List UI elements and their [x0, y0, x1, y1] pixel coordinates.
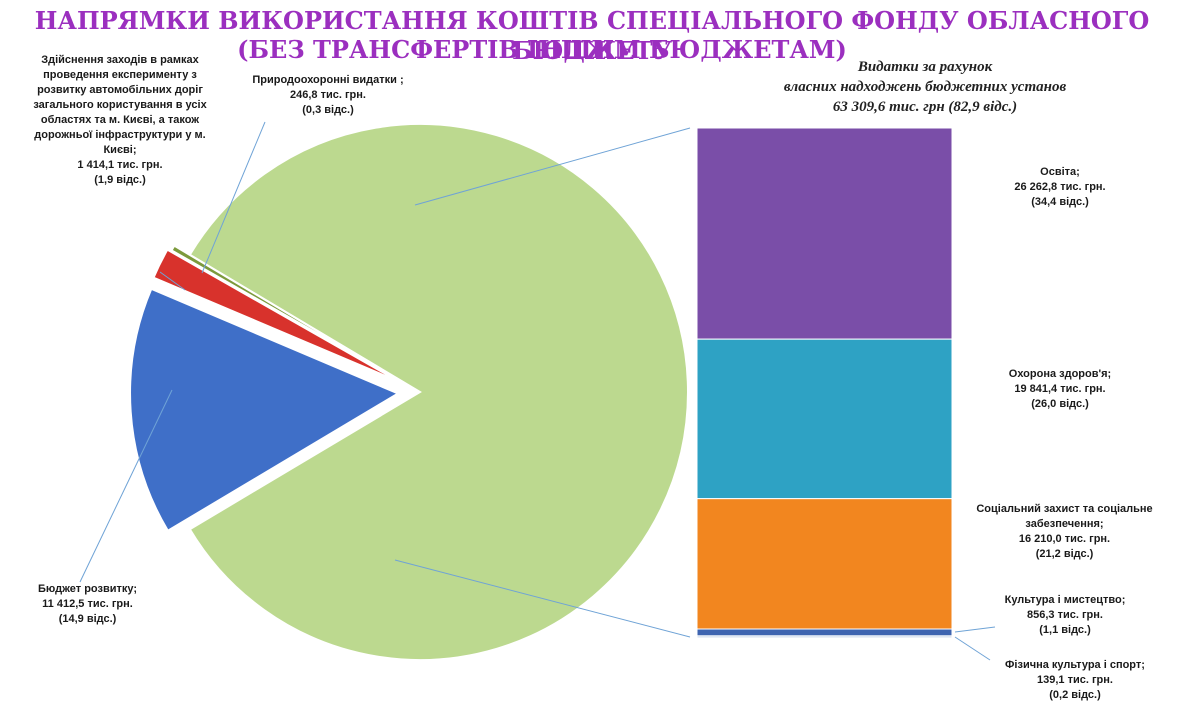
label-line: загального користування в усіх	[33, 99, 207, 111]
bar-segment-sport	[696, 635, 953, 639]
chart-title-line-1: НАПРЯМКИ ВИКОРИСТАННЯ КОШТІВ СПЕЦІАЛЬНОГ…	[34, 6, 1150, 65]
label-line: забезпечення;	[1025, 518, 1104, 530]
bar-subtitle-line-3: 63 309,6 тис. грн (82,9 відс.)	[832, 99, 1018, 115]
bar-segment-education	[696, 127, 953, 340]
label-line: 139,1 тис. грн.	[1037, 674, 1113, 686]
label-line: (0,3 відс.)	[302, 104, 354, 116]
bar-label-education: Освіта; 26 262,8 тис. грн. (34,4 відс.)	[975, 165, 1145, 210]
pie-slice-own_revenue	[188, 123, 689, 661]
bar-segment-social	[696, 498, 953, 630]
label-line: 856,3 тис. грн.	[1027, 609, 1103, 621]
bar-label-social: Соціальний захист та соціальне забезпече…	[952, 502, 1177, 562]
label-line: 19 841,4 тис. грн.	[1014, 383, 1106, 395]
label-line: (0,2 відс.)	[1049, 689, 1101, 701]
label-line: (34,4 відс.)	[1031, 196, 1089, 208]
pie-slice-roads	[152, 248, 401, 384]
label-line: (14,9 відс.)	[58, 613, 117, 625]
leader-culture	[954, 626, 996, 633]
label-line: Культура і мистецтво;	[1004, 594, 1126, 606]
pie-label-development: Бюджет розвитку; 11 412,5 тис. грн. (14,…	[0, 582, 175, 627]
bar-label-health: Охорона здоров'я; 19 841,4 тис. грн. (26…	[975, 367, 1145, 412]
leader-development	[79, 389, 173, 583]
connector-bottom	[394, 559, 691, 638]
label-line: (21,2 відс.)	[1035, 548, 1094, 560]
bar-segment-culture	[696, 628, 953, 637]
label-line: областях та м. Києві, а також	[40, 114, 200, 126]
bar-segment-health	[696, 338, 953, 500]
label-line: розвитку автомобільних доріг	[37, 84, 203, 96]
label-line: 1 414,1 тис. грн.	[77, 159, 163, 171]
pie-chart	[129, 123, 689, 661]
bar-subtitle-line-1: Видатки за рахунок	[857, 59, 993, 75]
label-line: 11 412,5 тис. грн.	[42, 598, 133, 610]
pie-label-environment: Природоохоронні видатки ; 246,8 тис. грн…	[228, 73, 428, 118]
leader-sport	[954, 636, 991, 661]
pie-slice-development	[129, 287, 401, 533]
connector-top	[414, 127, 691, 206]
label-line: Києві;	[103, 144, 137, 156]
label-line: (26,0 відс.)	[1031, 398, 1089, 410]
label-line: проведення експерименту з	[43, 69, 197, 81]
label-line: Освіта;	[1040, 166, 1080, 178]
label-line: Фізична культура і спорт;	[1005, 659, 1145, 671]
chart-title-line-2: (БЕЗ ТРАНСФЕРТІВ ІНШИМ БЮДЖЕТАМ)	[237, 35, 847, 64]
label-line: Соціальний захист та соціальне	[976, 503, 1153, 515]
bar-label-culture: Культура і мистецтво; 856,3 тис. грн. (1…	[980, 593, 1150, 638]
bar-label-sport: Фізична культура і спорт; 139,1 тис. грн…	[975, 658, 1175, 703]
label-line: Здійснення заходів в рамках	[41, 54, 199, 66]
bar-subtitle-line-2: власних надходжень бюджетних установ	[783, 79, 1067, 95]
leader-environment	[201, 121, 266, 274]
label-line: дорожньої інфраструктури у м.	[34, 129, 206, 141]
label-line: (1,1 відс.)	[1039, 624, 1091, 636]
label-line: 246,8 тис. грн.	[290, 89, 366, 101]
leader-lines	[79, 121, 996, 661]
leader-roads	[159, 271, 186, 291]
label-line: Природоохоронні видатки ;	[252, 74, 404, 86]
pie-slice-environment	[170, 244, 405, 384]
label-line: Охорона здоров'я;	[1008, 368, 1112, 380]
label-line: (1,9 відс.)	[94, 174, 146, 186]
label-line: 26 262,8 тис. грн.	[1014, 181, 1106, 193]
pie-label-roads: Здійснення заходів в рамках проведення е…	[0, 53, 240, 188]
label-line: Бюджет розвитку;	[37, 583, 138, 595]
stacked-bar	[696, 127, 953, 639]
label-line: 16 210,0 тис. грн.	[1018, 533, 1111, 545]
